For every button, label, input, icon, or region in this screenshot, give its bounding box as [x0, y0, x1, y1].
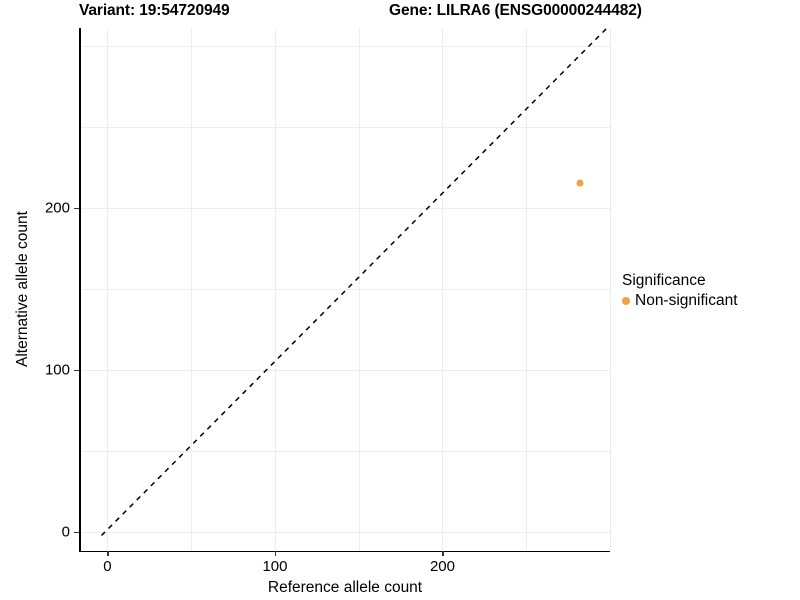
gridline-horizontal [79, 369, 610, 371]
legend-item-list: Non-significant [622, 292, 738, 310]
y-axis-tick-label: 100 [44, 361, 70, 379]
chart-title-bar: Variant: 19:54720949 Gene: LILRA6 (ENSG0… [0, 0, 800, 26]
x-axis-tick [274, 551, 277, 556]
x-axis-tick-label: 100 [262, 558, 288, 575]
x-axis-tick [107, 551, 109, 556]
x-axis-title: Reference allele count [267, 579, 423, 596]
gridline-horizontal [79, 288, 610, 290]
x-axis-tick-label: 200 [429, 558, 455, 575]
y-axis-line [79, 28, 81, 552]
gridline-horizontal [79, 45, 610, 47]
scatter-point [576, 179, 584, 187]
legend-swatch-icon [622, 297, 630, 305]
legend-item[interactable]: Non-significant [622, 292, 738, 310]
plot-panel [79, 28, 611, 551]
y-axis-tick [74, 369, 79, 371]
gridline-horizontal [79, 450, 610, 452]
gridline-horizontal [79, 126, 610, 128]
y-axis-tick-label: 200 [44, 199, 70, 217]
legend-title: Significance [622, 272, 706, 289]
x-axis-line [79, 550, 610, 553]
gridline-horizontal [79, 531, 610, 533]
gridline-horizontal [79, 207, 610, 209]
legend-item-label: Non-significant [635, 292, 738, 309]
y-axis-tick [74, 531, 79, 533]
variant-title: Variant: 19:54720949 [79, 2, 230, 19]
gene-title: Gene: LILRA6 (ENSG00000244482) [389, 2, 642, 19]
x-axis-tick-label: 0 [103, 558, 112, 575]
legend: Significance Non-significant [622, 272, 738, 310]
gridline-vertical [610, 28, 611, 551]
y-axis-title: Alternative allele count [14, 211, 31, 367]
y-axis-tick-label: 0 [61, 523, 70, 541]
x-axis-tick [442, 551, 444, 556]
y-axis-tick [74, 207, 79, 210]
